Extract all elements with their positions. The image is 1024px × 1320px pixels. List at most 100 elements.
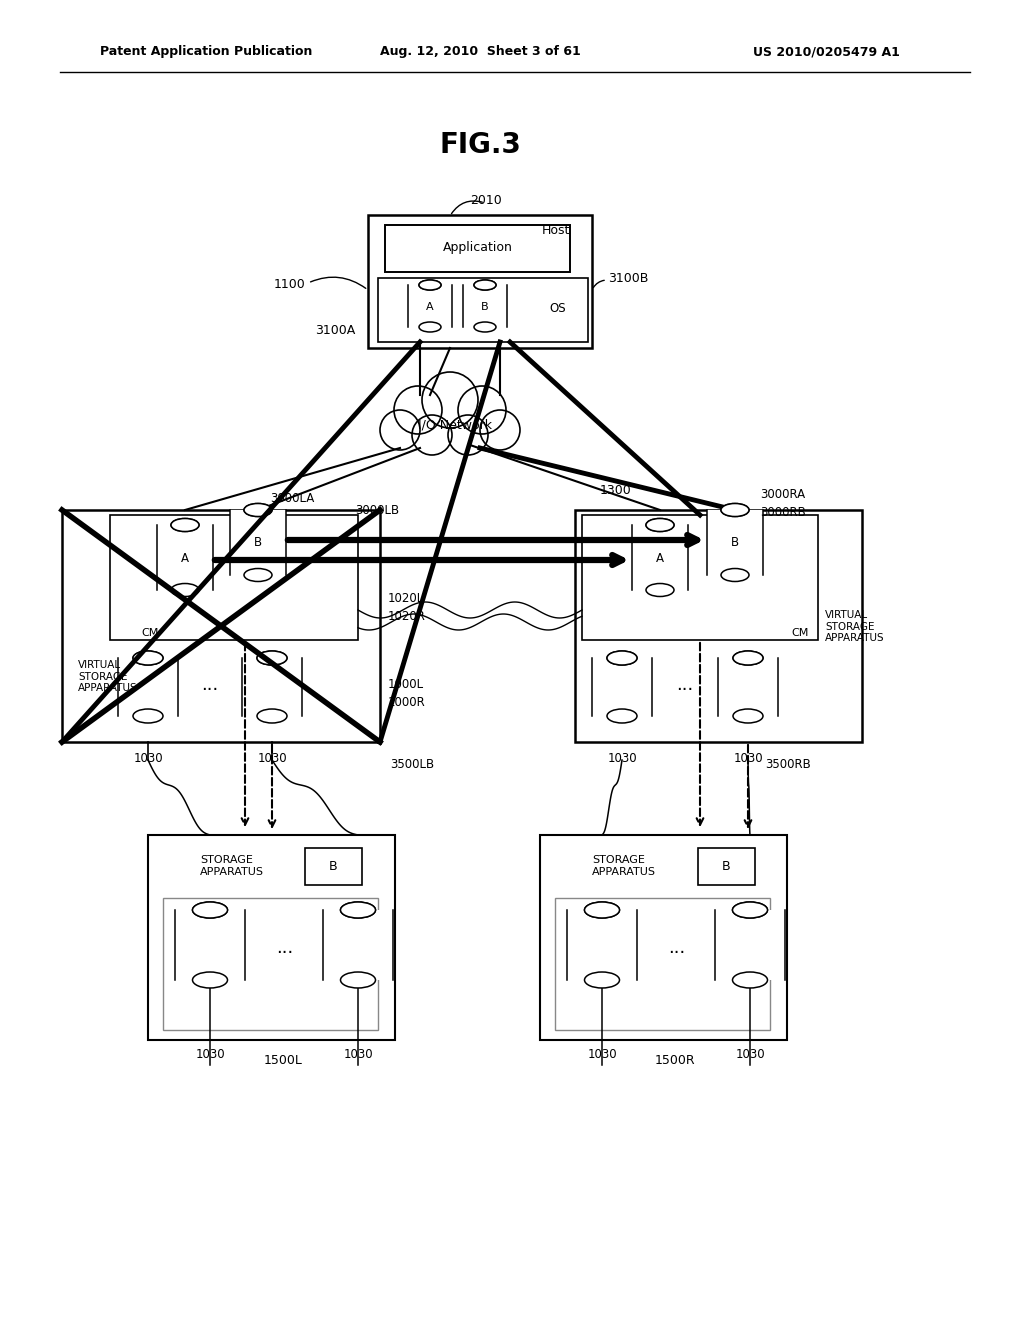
- Ellipse shape: [171, 519, 199, 532]
- Text: US 2010/0205479 A1: US 2010/0205479 A1: [753, 45, 900, 58]
- Ellipse shape: [721, 503, 749, 516]
- Ellipse shape: [193, 902, 227, 917]
- Text: STORAGE
APPARATUS: STORAGE APPARATUS: [200, 855, 264, 876]
- Text: 3000LA: 3000LA: [270, 491, 314, 504]
- Text: B: B: [481, 302, 488, 312]
- Text: 3000RB: 3000RB: [760, 506, 806, 519]
- Circle shape: [480, 411, 520, 450]
- FancyBboxPatch shape: [707, 510, 763, 576]
- Ellipse shape: [257, 651, 287, 665]
- Ellipse shape: [733, 651, 763, 665]
- Text: VIRTUAL
STORAGE
APPARATUS: VIRTUAL STORAGE APPARATUS: [825, 610, 885, 643]
- Ellipse shape: [585, 972, 620, 987]
- Text: 1020L: 1020L: [388, 591, 424, 605]
- FancyBboxPatch shape: [715, 909, 785, 979]
- Text: I/O Network: I/O Network: [418, 418, 492, 432]
- Ellipse shape: [733, 651, 763, 665]
- Text: A: A: [181, 552, 189, 565]
- Text: 1020R: 1020R: [388, 610, 426, 623]
- Circle shape: [449, 414, 488, 455]
- Text: 1500R: 1500R: [654, 1053, 695, 1067]
- FancyBboxPatch shape: [378, 279, 588, 342]
- FancyBboxPatch shape: [110, 515, 358, 640]
- Text: 3500RB: 3500RB: [765, 759, 811, 771]
- FancyBboxPatch shape: [463, 285, 507, 327]
- Text: 3500LB: 3500LB: [390, 759, 434, 771]
- Ellipse shape: [733, 709, 763, 723]
- Text: 1030: 1030: [133, 751, 163, 764]
- FancyBboxPatch shape: [567, 909, 637, 979]
- FancyBboxPatch shape: [323, 909, 393, 979]
- Ellipse shape: [341, 902, 376, 917]
- FancyBboxPatch shape: [698, 847, 755, 884]
- Text: 3000LB: 3000LB: [355, 503, 399, 516]
- Ellipse shape: [419, 280, 441, 290]
- Text: ...: ...: [677, 676, 693, 694]
- Ellipse shape: [193, 972, 227, 987]
- FancyBboxPatch shape: [592, 657, 652, 715]
- Text: CM: CM: [141, 628, 159, 638]
- Ellipse shape: [585, 902, 620, 917]
- Text: 1030: 1030: [587, 1048, 616, 1061]
- Text: 1030: 1030: [735, 1048, 765, 1061]
- Ellipse shape: [607, 651, 637, 665]
- Text: 1300: 1300: [600, 483, 632, 496]
- FancyBboxPatch shape: [118, 657, 178, 715]
- Ellipse shape: [646, 583, 674, 597]
- Ellipse shape: [474, 280, 496, 290]
- FancyBboxPatch shape: [718, 657, 778, 715]
- Ellipse shape: [419, 280, 441, 290]
- FancyBboxPatch shape: [305, 847, 362, 884]
- Circle shape: [380, 411, 420, 450]
- Text: 1100: 1100: [273, 279, 305, 292]
- Text: ...: ...: [276, 939, 294, 957]
- Text: OS: OS: [549, 301, 566, 314]
- Text: CM: CM: [792, 628, 809, 638]
- Ellipse shape: [257, 651, 287, 665]
- FancyBboxPatch shape: [230, 510, 286, 576]
- Text: ...: ...: [202, 676, 219, 694]
- Circle shape: [422, 372, 478, 428]
- Text: Application: Application: [443, 242, 513, 255]
- Text: B: B: [329, 861, 337, 874]
- Text: Patent Application Publication: Patent Application Publication: [100, 45, 312, 58]
- Text: B: B: [731, 536, 739, 549]
- Text: 1030: 1030: [607, 751, 637, 764]
- Ellipse shape: [585, 902, 620, 917]
- FancyBboxPatch shape: [632, 525, 688, 590]
- FancyBboxPatch shape: [575, 510, 862, 742]
- FancyBboxPatch shape: [582, 515, 818, 640]
- Ellipse shape: [133, 651, 163, 665]
- Ellipse shape: [607, 651, 637, 665]
- Ellipse shape: [646, 519, 674, 532]
- Circle shape: [458, 385, 506, 434]
- FancyBboxPatch shape: [368, 215, 592, 348]
- FancyBboxPatch shape: [555, 898, 770, 1030]
- Text: ...: ...: [669, 939, 686, 957]
- Ellipse shape: [419, 322, 441, 333]
- Ellipse shape: [732, 902, 768, 917]
- Text: B: B: [254, 536, 262, 549]
- Ellipse shape: [721, 569, 749, 582]
- Text: 3100B: 3100B: [608, 272, 648, 285]
- FancyBboxPatch shape: [62, 510, 380, 742]
- Text: 1030: 1030: [733, 751, 763, 764]
- FancyBboxPatch shape: [408, 285, 452, 327]
- FancyBboxPatch shape: [242, 657, 302, 715]
- Ellipse shape: [721, 503, 749, 516]
- Text: 2010: 2010: [470, 194, 502, 206]
- Ellipse shape: [133, 651, 163, 665]
- Text: FIG.3: FIG.3: [439, 131, 521, 158]
- Ellipse shape: [244, 503, 272, 516]
- Ellipse shape: [341, 972, 376, 987]
- FancyBboxPatch shape: [540, 836, 787, 1040]
- Circle shape: [412, 414, 452, 455]
- Ellipse shape: [133, 709, 163, 723]
- Text: 3100A: 3100A: [314, 323, 355, 337]
- Text: 1500L: 1500L: [263, 1053, 302, 1067]
- Text: B: B: [722, 861, 730, 874]
- Ellipse shape: [474, 280, 496, 290]
- Ellipse shape: [341, 902, 376, 917]
- FancyBboxPatch shape: [175, 909, 245, 979]
- FancyBboxPatch shape: [148, 836, 395, 1040]
